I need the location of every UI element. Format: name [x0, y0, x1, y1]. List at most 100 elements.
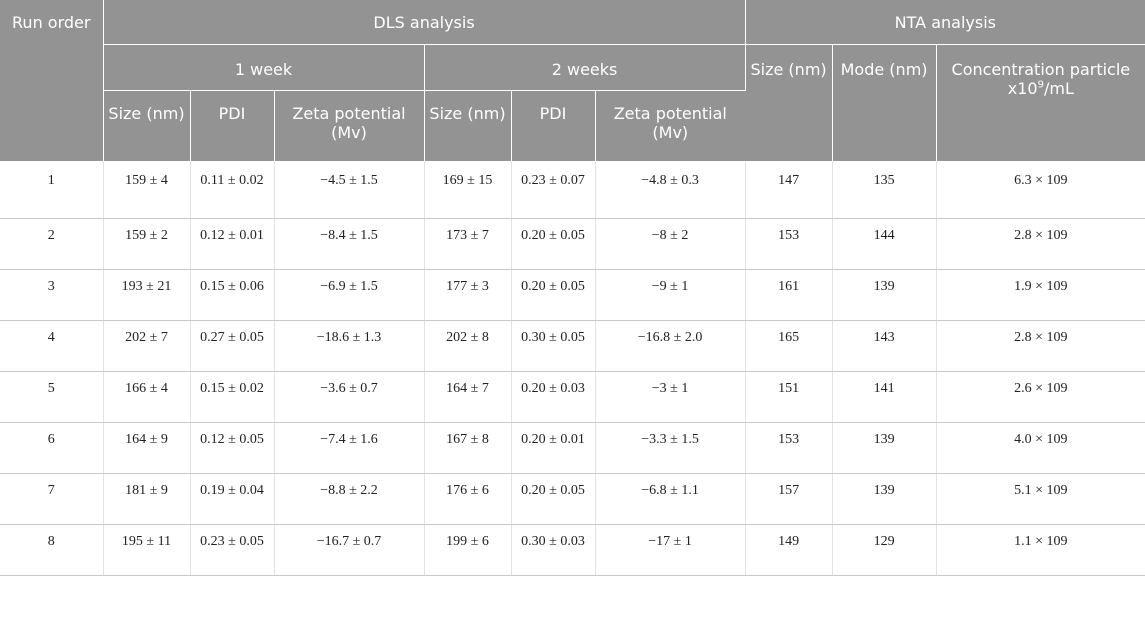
concentration-unit: /mL: [1043, 78, 1074, 98]
dls-w2-zeta-cell: −4.8 ± 0.3: [595, 161, 746, 219]
table-row: 4 202 ± 7 0.27 ± 0.05 −18.6 ± 1.3 202 ± 8 0.3…: [0, 320, 1145, 372]
dls-w1-zeta-cell: −16.7 ± 0.7: [274, 524, 425, 576]
dls-w1-pdi-cell: 0.12 ± 0.01: [190, 218, 275, 270]
header-nta-mode: Mode (nm): [832, 44, 937, 162]
header-nta-size: Size (nm): [745, 44, 833, 162]
dls-w1-pdi-cell: 0.12 ± 0.05: [190, 422, 275, 474]
table-row: 7 181 ± 9 0.19 ± 0.04 −8.8 ± 2.2 176 ± 6 0.20…: [0, 473, 1145, 525]
nta-mode-cell: 139: [832, 422, 937, 474]
run-order-cell: 7: [0, 473, 104, 525]
dls-w2-pdi-cell: 0.20 ± 0.05: [511, 473, 596, 525]
dls-w2-zeta-cell: −17 ± 1: [595, 524, 746, 576]
concentration-exponent: 9: [1037, 79, 1044, 91]
table-row: 5 166 ± 4 0.15 ± 0.02 −3.6 ± 0.7 164 ± 7 0.20…: [0, 371, 1145, 423]
run-order-cell: 6: [0, 422, 104, 474]
data-table: Run order DLS analysis NTA analysis 1 we…: [0, 0, 1145, 576]
dls-w1-pdi-cell: 0.27 ± 0.05: [190, 320, 275, 372]
header-nta-analysis: NTA analysis: [745, 0, 1145, 45]
dls-w1-zeta-cell: −3.6 ± 0.7: [274, 371, 425, 423]
dls-w2-pdi-cell: 0.20 ± 0.03: [511, 371, 596, 423]
dls-w2-zeta-cell: −9 ± 1: [595, 269, 746, 321]
header-run-order: Run order: [0, 0, 104, 162]
run-order-cell: 1: [0, 161, 104, 219]
table-row: 2 159 ± 2 0.12 ± 0.01 −8.4 ± 1.5 173 ± 7 0.20…: [0, 218, 1145, 270]
dls-w2-size-cell: 167 ± 8: [424, 422, 512, 474]
dls-w2-size-cell: 169 ± 15: [424, 161, 512, 219]
nta-size-cell: 149: [745, 524, 833, 576]
run-order-cell: 2: [0, 218, 104, 270]
nta-size-cell: 165: [745, 320, 833, 372]
dls-w2-size-cell: 199 ± 6: [424, 524, 512, 576]
dls-w2-zeta-cell: −16.8 ± 2.0: [595, 320, 746, 372]
run-order-cell: 3: [0, 269, 104, 321]
header-dls-analysis: DLS analysis: [103, 0, 746, 45]
nta-mode-cell: 139: [832, 269, 937, 321]
nta-concentration-cell: 1.1 × 109: [936, 524, 1145, 576]
run-order-cell: 4: [0, 320, 104, 372]
dls-w2-zeta-cell: −8 ± 2: [595, 218, 746, 270]
dls-w2-size-cell: 164 ± 7: [424, 371, 512, 423]
nta-mode-cell: 129: [832, 524, 937, 576]
dls-w1-zeta-cell: −4.5 ± 1.5: [274, 161, 425, 219]
table-row: 6 164 ± 9 0.12 ± 0.05 −7.4 ± 1.6 167 ± 8 0.20…: [0, 422, 1145, 474]
dls-w1-zeta-cell: −18.6 ± 1.3: [274, 320, 425, 372]
nta-concentration-cell: 4.0 × 109: [936, 422, 1145, 474]
nta-concentration-cell: 5.1 × 109: [936, 473, 1145, 525]
header-size-week1: Size (nm): [103, 90, 191, 162]
dls-w1-size-cell: 181 ± 9: [103, 473, 191, 525]
dls-w1-zeta-cell: −8.4 ± 1.5: [274, 218, 425, 270]
nta-size-cell: 153: [745, 422, 833, 474]
nta-concentration-cell: 1.9 × 109: [936, 269, 1145, 321]
nta-size-cell: 151: [745, 371, 833, 423]
header-week-1: 1 week: [103, 44, 425, 91]
dls-w1-size-cell: 159 ± 4: [103, 161, 191, 219]
nta-size-cell: 147: [745, 161, 833, 219]
nta-concentration-cell: 6.3 × 109: [936, 161, 1145, 219]
header-pdi-week2: PDI: [511, 90, 596, 162]
dls-w2-pdi-cell: 0.23 ± 0.07: [511, 161, 596, 219]
dls-w2-size-cell: 176 ± 6: [424, 473, 512, 525]
dls-w1-size-cell: 193 ± 21: [103, 269, 191, 321]
header-pdi-week1: PDI: [190, 90, 275, 162]
nta-mode-cell: 141: [832, 371, 937, 423]
nta-size-cell: 161: [745, 269, 833, 321]
table-row: 1 159 ± 4 0.11 ± 0.02 −4.5 ± 1.5 169 ± 15 0.2…: [0, 161, 1145, 219]
header-size-week2: Size (nm): [424, 90, 512, 162]
nta-mode-cell: 144: [832, 218, 937, 270]
header-week-2: 2 weeks: [424, 44, 746, 91]
nta-concentration-cell: 2.8 × 109: [936, 218, 1145, 270]
dls-w1-size-cell: 164 ± 9: [103, 422, 191, 474]
dls-w2-pdi-cell: 0.20 ± 0.05: [511, 269, 596, 321]
dls-w1-zeta-cell: −7.4 ± 1.6: [274, 422, 425, 474]
dls-w1-pdi-cell: 0.23 ± 0.05: [190, 524, 275, 576]
nta-concentration-cell: 2.6 × 109: [936, 371, 1145, 423]
nta-mode-cell: 135: [832, 161, 937, 219]
header-zeta-week2: Zeta potential (Mv): [595, 90, 746, 162]
dls-w1-pdi-cell: 0.15 ± 0.02: [190, 371, 275, 423]
dls-w2-pdi-cell: 0.20 ± 0.05: [511, 218, 596, 270]
dls-w1-size-cell: 166 ± 4: [103, 371, 191, 423]
dls-w2-pdi-cell: 0.30 ± 0.03: [511, 524, 596, 576]
table-body: 1 159 ± 4 0.11 ± 0.02 −4.5 ± 1.5 169 ± 15 0.2…: [0, 161, 1145, 576]
header-nta-concentration: Concentration particle x109/mL: [936, 44, 1145, 162]
dls-w1-pdi-cell: 0.15 ± 0.06: [190, 269, 275, 321]
dls-w1-pdi-cell: 0.11 ± 0.02: [190, 161, 275, 219]
table-row: 3 193 ± 21 0.15 ± 0.06 −6.9 ± 1.5 177 ± 3 0.2…: [0, 269, 1145, 321]
dls-w2-zeta-cell: −6.8 ± 1.1: [595, 473, 746, 525]
dls-w2-zeta-cell: −3 ± 1: [595, 371, 746, 423]
header-zeta-week1: Zeta potential (Mv): [274, 90, 425, 162]
dls-w2-size-cell: 177 ± 3: [424, 269, 512, 321]
run-order-cell: 8: [0, 524, 104, 576]
dls-w1-size-cell: 195 ± 11: [103, 524, 191, 576]
dls-w2-pdi-cell: 0.20 ± 0.01: [511, 422, 596, 474]
dls-w2-zeta-cell: −3.3 ± 1.5: [595, 422, 746, 474]
nta-mode-cell: 143: [832, 320, 937, 372]
dls-w1-size-cell: 159 ± 2: [103, 218, 191, 270]
dls-w1-zeta-cell: −6.9 ± 1.5: [274, 269, 425, 321]
dls-w2-pdi-cell: 0.30 ± 0.05: [511, 320, 596, 372]
dls-w1-zeta-cell: −8.8 ± 2.2: [274, 473, 425, 525]
nta-mode-cell: 139: [832, 473, 937, 525]
nta-size-cell: 153: [745, 218, 833, 270]
dls-w1-pdi-cell: 0.19 ± 0.04: [190, 473, 275, 525]
dls-w2-size-cell: 173 ± 7: [424, 218, 512, 270]
